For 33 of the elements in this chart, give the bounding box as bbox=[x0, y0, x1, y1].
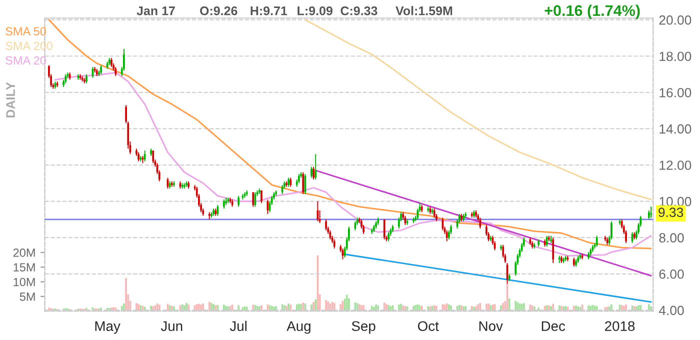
y-tick-label: 18.00 bbox=[660, 52, 692, 62]
text: O:9.26 bbox=[200, 6, 238, 16]
x-tick-label: Aug bbox=[286, 321, 310, 334]
text: H:9.71 bbox=[250, 6, 288, 16]
y2-axis-title: DAILY bbox=[6, 82, 15, 118]
y-tick-label: 12.00 bbox=[660, 160, 692, 170]
y-tick-label: 6.00 bbox=[659, 269, 684, 279]
x-tick-label: Sep bbox=[352, 321, 376, 334]
x-tick-label: Nov bbox=[479, 321, 503, 332]
y2-tick-label: 20M bbox=[13, 248, 35, 257]
y-tick-label: 20.00 bbox=[659, 15, 692, 25]
text: SMA 200 bbox=[6, 42, 53, 50]
annotation: 9.33 bbox=[658, 208, 684, 218]
text: L:9.09 bbox=[298, 6, 332, 16]
y-tick-label: 8.00 bbox=[659, 233, 684, 243]
x-tick-label: Jun bbox=[160, 321, 182, 332]
y2-tick-label: 10M bbox=[14, 278, 35, 286]
text: C:9.33 bbox=[340, 6, 378, 16]
x-tick-label: Jul bbox=[230, 320, 246, 332]
x-tick-label: Oct bbox=[418, 321, 439, 332]
text: Jan 17 bbox=[136, 6, 175, 16]
y-tick-label: 14.00 bbox=[660, 124, 692, 134]
text: Vol:1.59M bbox=[396, 6, 452, 16]
series-label: SMA 50 bbox=[6, 27, 46, 36]
x-tick-label: Dec bbox=[542, 321, 566, 332]
y2-tick-label: 5M bbox=[20, 292, 35, 301]
annotation: +0.16 (1.74%) bbox=[544, 4, 640, 20]
y-tick-label: 4.00 bbox=[658, 306, 684, 316]
x-tick-label: May bbox=[95, 321, 120, 334]
y-tick-label: 16.00 bbox=[660, 88, 692, 98]
x-tick-label: 2018 bbox=[605, 321, 635, 332]
y2-tick-label: 15M bbox=[14, 263, 35, 272]
series-label: SMA 20 bbox=[6, 56, 46, 65]
